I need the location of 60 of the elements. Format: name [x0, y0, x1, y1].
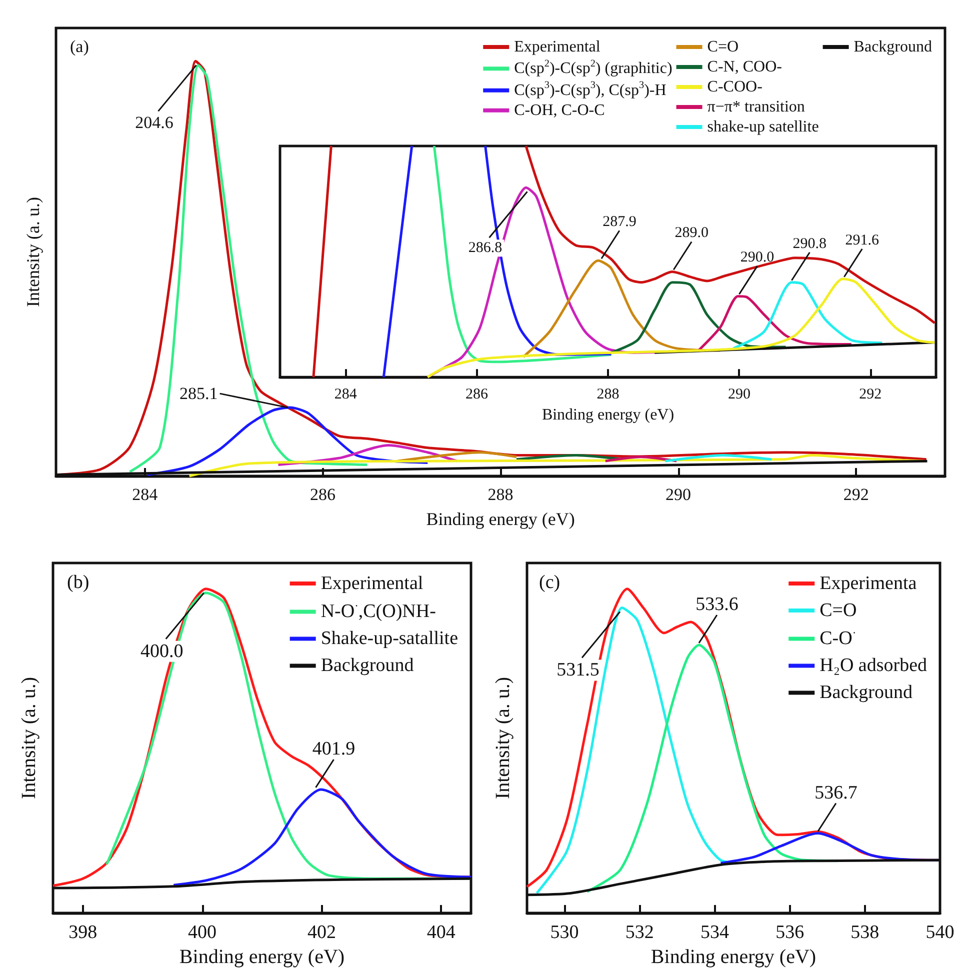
- annotation: 290.0: [740, 250, 774, 266]
- x-tick-label: 292: [859, 386, 882, 403]
- x-tick-label: 536: [776, 922, 804, 943]
- annotation: 204.6: [135, 113, 174, 132]
- annotation: 285.1: [180, 384, 218, 404]
- legend-label: H₂O adsorbed: [820, 655, 928, 676]
- x-tick-label: 286: [310, 485, 336, 504]
- legend-label: N-O·,C(O)NH-: [320, 600, 436, 622]
- x-tick-label: 540: [926, 922, 954, 943]
- x-tick-label: 400: [188, 922, 217, 943]
- legend-label: C-O·: [820, 628, 856, 650]
- x-tick-label: 398: [68, 922, 98, 943]
- annotation: (b): [67, 572, 90, 593]
- x-axis-title: Binding energy (eV): [542, 406, 674, 424]
- legend-label: shake-up satellite: [707, 118, 819, 136]
- x-axis-title: Binding energy (eV): [650, 946, 816, 968]
- legend-label: C-N, COO-: [707, 58, 782, 76]
- annotation: 286.8: [468, 240, 502, 256]
- annotation: 401.9: [312, 738, 356, 760]
- y-axis-title: Intensity (a. u.): [492, 676, 514, 800]
- legend-label: C=O: [707, 38, 739, 56]
- legend-label: Shake-up-satallite: [320, 628, 458, 650]
- annotation: 531.5: [556, 660, 600, 681]
- x-axis-title: Binding energy (eV): [179, 946, 345, 968]
- annotation: 287.9: [602, 214, 636, 230]
- x-tick-label: 290: [666, 485, 692, 504]
- annotation: 290.8: [792, 236, 827, 252]
- x-tick-label: 538: [850, 922, 880, 943]
- x-tick-label: 284: [334, 386, 358, 403]
- x-tick-label: 288: [488, 485, 514, 504]
- annotation: (c): [539, 572, 560, 593]
- text: (a): [70, 37, 89, 56]
- x-tick-label: 532: [625, 922, 654, 943]
- annotation: 400.0: [140, 640, 184, 662]
- annotation: 291.6: [845, 232, 880, 248]
- x-tick-label: 292: [843, 485, 869, 504]
- annotation: 536.7: [814, 782, 858, 804]
- x-tick-label: 534: [700, 922, 730, 943]
- legend-label: Experimenta: [820, 573, 918, 594]
- x-tick-label: 402: [307, 922, 336, 943]
- legend-label: Experimental: [320, 573, 424, 594]
- legend-label: C=O: [820, 600, 857, 621]
- x-tick-label: 290: [728, 386, 750, 403]
- y-axis-title: Intensity (a. u.): [23, 197, 43, 307]
- legend-label: π−π* transition: [707, 98, 805, 116]
- legend-label: Experimental: [514, 38, 601, 56]
- x-axis-title: Binding energy (eV): [426, 509, 575, 529]
- annotation: 289.0: [674, 225, 708, 242]
- legend-label: C-OH, C-O-C: [514, 102, 605, 119]
- legend-label: C-COO-: [707, 78, 762, 96]
- x-tick-label: 530: [550, 922, 579, 943]
- x-tick-label: 404: [426, 922, 456, 943]
- x-tick-label: 286: [466, 386, 489, 403]
- legend-label: Background: [320, 655, 414, 676]
- x-tick-label: 288: [596, 386, 620, 403]
- legend-label: Background: [820, 682, 913, 704]
- legend-label: Background: [854, 38, 932, 56]
- annotation: 533.6: [696, 594, 738, 615]
- x-tick-label: 284: [132, 485, 158, 504]
- y-axis-title: Intensity (a. u.): [18, 676, 40, 800]
